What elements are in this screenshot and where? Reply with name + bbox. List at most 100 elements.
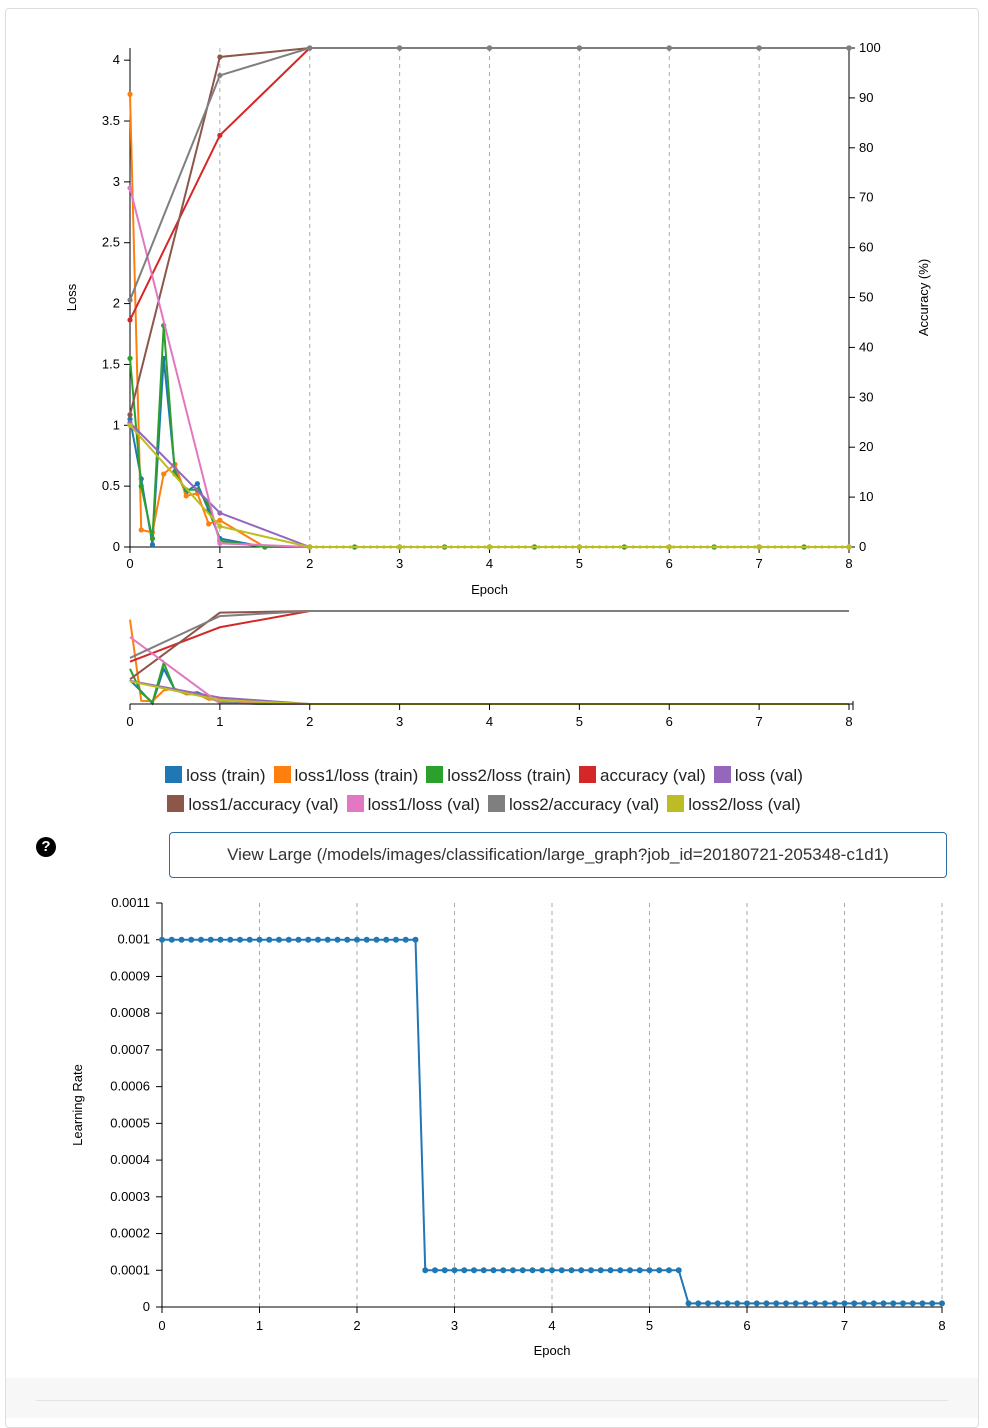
lr-data-point [675,1267,682,1274]
legend-swatch [346,795,364,812]
lr-y-tick-label: 0.0005 [110,1115,150,1130]
question-circle-icon[interactable]: ? [36,837,56,857]
lr-data-point [246,936,253,943]
y-tick-label: 0 [113,539,120,554]
data-point-loss-train [127,416,133,422]
legend-label: accuracy (val) [600,766,706,785]
legend-item[interactable]: loss1/accuracy (val) [167,795,339,815]
data-point-zero [699,545,703,549]
data-point-loss2-loss-val [397,544,403,550]
data-point-zero [773,545,777,549]
lr-data-point [685,1300,692,1307]
data-point-loss2-accuracy-val [846,45,852,51]
lr-y-tick-label: 0.0004 [110,1152,150,1167]
data-point-loss2-loss-val [486,544,493,550]
lr-data-point [412,936,419,943]
data-point-loss2-loss-train [127,355,133,361]
lr-data-point [207,936,214,943]
legend-label: loss2/accuracy (val) [509,795,660,814]
y2-tick-label: 100 [859,40,881,55]
lr-data-point [812,1300,819,1307]
data-point-zero [429,545,433,549]
lr-data-point [198,936,204,943]
legend-label: loss (train) [186,766,266,785]
data-point-zero [624,545,629,549]
data-point-loss1-loss-train [217,517,223,523]
learning-rate-chart[interactable]: 0 1 2 3 4 5 6 7 800.00010.00020.00030.00040.0005… [0,0,988,1370]
lr-data-point [939,1300,945,1307]
lr-x-tick-label: 0 [158,1318,165,1333]
y2-tick-label: 40 [859,339,873,354]
lr-data-point [900,1300,906,1307]
data-point-zero [483,545,487,549]
lr-data-point [909,1300,916,1307]
footer-divider [36,1400,948,1401]
legend-swatch [579,766,597,783]
data-point-zero [618,545,622,549]
data-point-zero [362,545,366,549]
data-point-zero [800,545,804,549]
data-point-zero [584,545,588,549]
y2-tick-label: 80 [859,140,873,155]
data-point-zero [631,545,635,549]
lr-data-point [568,1267,575,1274]
lr-data-point [393,936,399,943]
data-point-loss2-loss-val [666,544,672,550]
legend-item[interactable]: loss2/accuracy (val) [488,795,659,815]
legend-item[interactable]: loss (val) [713,766,803,786]
y2-tick-label: 30 [859,389,873,404]
data-point-zero [341,545,346,549]
lr-data-point [237,936,243,943]
legend-item[interactable]: loss1/loss (val) [346,795,480,815]
lr-data-point [822,1300,828,1307]
lr-data-point [295,936,302,943]
data-point-accuracy-val [217,132,223,138]
data-point-zero [591,545,595,549]
y2-tick-label: 10 [859,489,873,504]
data-point-zero [321,545,325,549]
data-point-loss2-loss-train [149,535,156,542]
lr-data-point [159,936,165,943]
legend-item[interactable]: loss1/loss (train) [273,766,418,786]
lr-data-point [588,1267,594,1274]
data-point-zero [739,545,743,549]
legend-item[interactable]: accuracy (val) [579,766,706,786]
y-tick-label: 3.5 [102,113,120,128]
x-tick-label: 4 [486,556,493,571]
lr-data-point [705,1300,711,1307]
data-point-loss2-accuracy-val [307,45,313,51]
data-point-zero [469,545,474,549]
data-point-loss2-accuracy-val [486,45,493,51]
data-point-zero [658,545,662,549]
lr-x-tick-label: 8 [938,1318,945,1333]
legend-swatch [273,766,291,783]
x-tick-label: 8 [845,556,852,571]
lr-x-axis-label: Epoch [534,1343,571,1358]
data-point-loss2-accuracy-val [217,72,223,79]
data-point-loss2-accuracy-val [127,297,133,303]
legend-swatch [713,766,731,783]
lr-data-point [861,1300,867,1307]
lr-data-point [841,1300,848,1307]
legend-item[interactable]: loss2/loss (val) [667,795,801,815]
lr-data-point [510,1267,516,1274]
legend-swatch [488,795,505,812]
data-point-loss2-loss-val [217,523,223,529]
data-point-zero [732,545,737,549]
legend-item[interactable]: loss2/loss (train) [426,766,571,786]
y-tick-label: 4 [113,52,120,67]
lr-data-point [490,1267,497,1274]
x-tick-label: 1 [216,556,223,571]
view-large-button[interactable]: View Large (/models/images/classificatio… [169,832,947,878]
y-tick-label: 1 [113,417,120,432]
data-point-zero [746,545,750,549]
legend-item[interactable]: loss (train) [165,766,266,786]
data-point-loss-val [217,510,223,516]
data-point-zero [389,545,393,549]
lr-x-tick-label: 3 [451,1318,458,1333]
loss-accuracy-chart[interactable]: 0 1 2 3 4 5 6 7 800.511.522.533.5401020304050607… [0,0,988,610]
lr-x-tick-label: 4 [548,1318,555,1333]
lr-y-tick-label: 0.0006 [110,1079,150,1094]
lr-data-point [480,1267,487,1274]
lr-data-point [597,1267,604,1274]
